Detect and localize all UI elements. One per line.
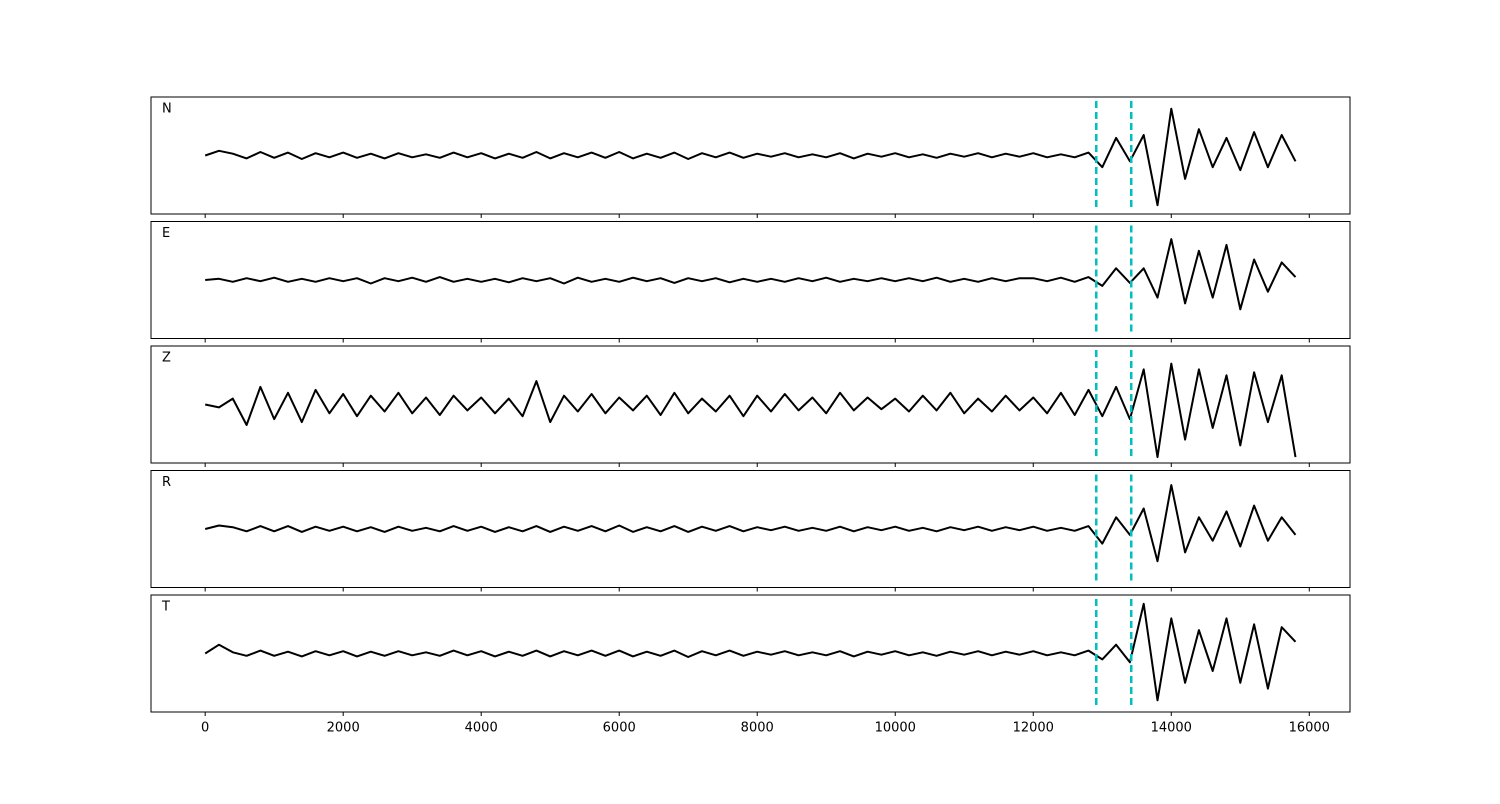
x-tick-label: 16000 (1289, 721, 1330, 736)
trace (204, 107, 1297, 207)
panel-label: N (162, 102, 172, 117)
x-tick-label: 0 (201, 721, 209, 736)
panel-frame (150, 470, 1351, 588)
x-tick-label: 12000 (1013, 721, 1054, 736)
panel-label: Z (162, 351, 171, 366)
panel-frame (150, 96, 1351, 215)
trace (204, 484, 1297, 563)
x-tick-label: 6000 (603, 721, 636, 736)
panel-frame (150, 221, 1351, 339)
x-tick-label: 14000 (1151, 721, 1192, 736)
panel-label: R (162, 475, 171, 490)
x-tick-label: 8000 (741, 721, 774, 736)
panel-label: E (162, 226, 170, 241)
panel-label: T (161, 600, 170, 615)
x-tick-label: 2000 (327, 721, 360, 736)
trace (204, 602, 1297, 702)
panel-frame (150, 594, 1351, 713)
x-tick-label: 4000 (465, 721, 498, 736)
x-tick-label: 10000 (875, 721, 916, 736)
panel-frame (150, 345, 1351, 464)
trace (204, 362, 1297, 459)
trace (205, 238, 1297, 311)
